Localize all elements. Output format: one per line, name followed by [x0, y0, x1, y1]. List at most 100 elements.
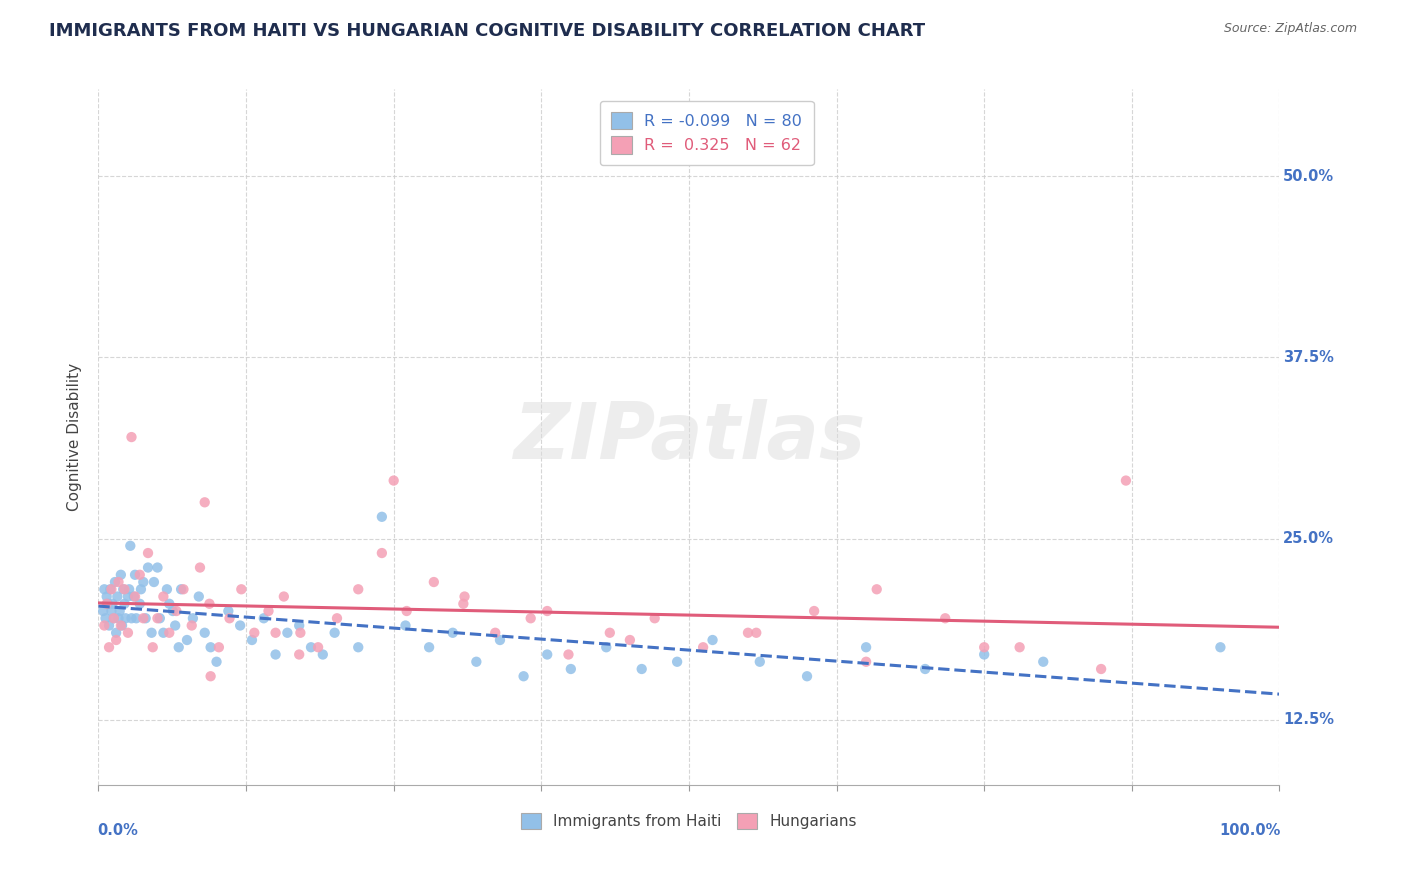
Text: IMMIGRANTS FROM HAITI VS HUNGARIAN COGNITIVE DISABILITY CORRELATION CHART: IMMIGRANTS FROM HAITI VS HUNGARIAN COGNI… [49, 22, 925, 40]
Point [103, 611, 125, 625]
Point [371, 509, 394, 524]
Point [104, 575, 127, 590]
Point [170, 582, 193, 597]
Point [347, 582, 370, 597]
Point [149, 611, 172, 625]
Point [198, 597, 221, 611]
Point [167, 640, 190, 655]
Point [243, 625, 266, 640]
Text: 12.5%: 12.5% [1284, 712, 1334, 727]
Point [162, 604, 184, 618]
Point [98, 582, 121, 597]
Point [141, 625, 163, 640]
Point [98, 640, 121, 655]
Point [187, 590, 209, 604]
Point [1090, 662, 1112, 676]
Point [176, 633, 198, 648]
Point [745, 625, 768, 640]
Point [112, 582, 135, 597]
Point [973, 640, 995, 655]
Point [107, 575, 129, 590]
Point [91, 604, 114, 618]
Point [290, 625, 312, 640]
Point [519, 611, 541, 625]
Point [1209, 640, 1232, 655]
Point [371, 546, 394, 560]
Point [132, 611, 155, 625]
Point [98, 618, 121, 632]
Point [194, 625, 217, 640]
Point [117, 590, 139, 604]
Point [934, 611, 956, 625]
Point [100, 582, 122, 597]
Point [208, 640, 231, 655]
Point [135, 611, 157, 625]
Point [172, 582, 194, 597]
Point [796, 669, 818, 683]
Point [112, 597, 135, 611]
Point [142, 575, 165, 590]
Point [110, 618, 132, 632]
Text: ZIPatlas: ZIPatlas [513, 399, 865, 475]
Point [188, 560, 211, 574]
Point [194, 495, 217, 509]
Point [326, 611, 349, 625]
Point [644, 611, 666, 625]
Point [94, 611, 117, 625]
Point [512, 669, 534, 683]
Point [276, 625, 298, 640]
Point [165, 618, 187, 632]
Text: 37.5%: 37.5% [1284, 350, 1334, 365]
Point [129, 582, 152, 597]
Point [737, 625, 759, 640]
Point [453, 597, 475, 611]
Point [382, 474, 405, 488]
Point [180, 618, 202, 632]
Text: 0.0%: 0.0% [97, 823, 138, 838]
Point [156, 582, 179, 597]
Point [599, 625, 621, 640]
Point [264, 648, 287, 662]
Point [866, 582, 889, 597]
Point [217, 604, 239, 618]
Text: 25.0%: 25.0% [1284, 531, 1334, 546]
Point [288, 618, 311, 632]
Point [1032, 655, 1054, 669]
Point [110, 567, 132, 582]
Point [557, 648, 579, 662]
Point [288, 648, 311, 662]
Point [105, 625, 128, 640]
Point [973, 648, 995, 662]
Point [630, 662, 652, 676]
Point [205, 655, 228, 669]
Point [200, 669, 222, 683]
Point [803, 604, 825, 618]
Point [465, 655, 488, 669]
Point [181, 611, 204, 625]
Point [121, 611, 143, 625]
Point [146, 611, 169, 625]
Point [453, 590, 475, 604]
Point [312, 648, 335, 662]
Point [122, 590, 145, 604]
Point [128, 597, 150, 611]
Point [111, 618, 134, 632]
Point [231, 582, 253, 597]
Y-axis label: Cognitive Disability: Cognitive Disability [67, 363, 83, 511]
Point [136, 546, 159, 560]
Point [125, 611, 148, 625]
Point [323, 625, 346, 640]
Point [152, 625, 174, 640]
Point [107, 611, 129, 625]
Point [128, 567, 150, 582]
Point [124, 590, 146, 604]
Point [299, 640, 322, 655]
Point [748, 655, 770, 669]
Point [105, 633, 128, 648]
Point [112, 582, 135, 597]
Point [152, 590, 174, 604]
Point [441, 625, 464, 640]
Point [489, 633, 512, 648]
Point [136, 560, 159, 574]
Point [218, 611, 240, 625]
